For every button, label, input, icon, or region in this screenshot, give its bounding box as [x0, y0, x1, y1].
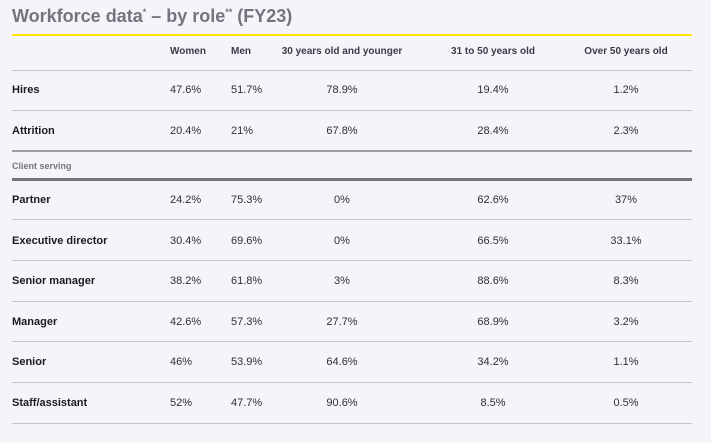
- cell-men: 61.8%: [231, 275, 263, 287]
- cell-women: 38.2%: [170, 275, 202, 287]
- row-label: Hires: [12, 84, 40, 96]
- row-divider: [12, 70, 692, 71]
- cell-men: 21%: [231, 125, 254, 137]
- title-underline: [12, 34, 692, 36]
- row-label: Staff/assistant: [12, 397, 88, 409]
- cell-men: 53.9%: [231, 356, 263, 368]
- row-label: Executive director: [12, 235, 108, 247]
- page-title: Workforce data* – by role** (FY23): [12, 6, 293, 26]
- cell-men: 75.3%: [231, 194, 263, 206]
- row-divider: [12, 423, 692, 424]
- cell-women: 47.6%: [170, 84, 202, 96]
- row-label: Attrition: [12, 125, 55, 137]
- cell-women: 30.4%: [170, 235, 202, 247]
- section-divider: [12, 150, 692, 152]
- row-divider: [12, 219, 692, 220]
- row-divider: [12, 341, 692, 342]
- row-divider: [12, 301, 692, 302]
- cell-women: 20.4%: [170, 125, 202, 137]
- row-label: Senior manager: [12, 275, 96, 287]
- row-label: Partner: [12, 194, 51, 206]
- section-label: Client serving: [12, 161, 72, 171]
- cell-men: 57.3%: [231, 316, 263, 328]
- cell-men: 51.7%: [231, 84, 263, 96]
- cell-men: 47.7%: [231, 397, 263, 409]
- cell-women: 52%: [170, 397, 193, 409]
- cell-men: 69.6%: [231, 235, 263, 247]
- cell-women: 46%: [170, 356, 193, 368]
- col-header-men: Men: [231, 46, 251, 57]
- row-label: Senior: [12, 356, 47, 368]
- row-label: Manager: [12, 316, 58, 328]
- row-divider: [12, 382, 692, 383]
- row-divider: [12, 260, 692, 261]
- cell-women: 42.6%: [170, 316, 202, 328]
- cell-women: 24.2%: [170, 194, 202, 206]
- row-divider: [12, 110, 692, 111]
- col-header-women: Women: [170, 46, 206, 57]
- section-divider: [12, 178, 692, 181]
